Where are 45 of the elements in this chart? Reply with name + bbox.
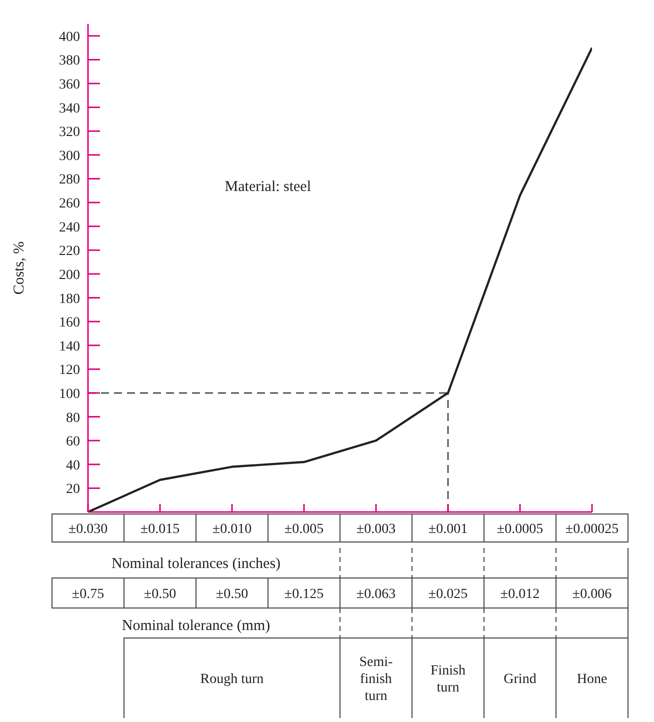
text: ±0.125 <box>284 587 324 602</box>
y-tick-label: 340 <box>59 101 80 116</box>
y-tick-label: 80 <box>66 410 80 426</box>
text: ±0.50 <box>216 587 248 602</box>
x-axis-title: Nominal tolerances (inches) <box>111 556 281 572</box>
text: ±0.50 <box>144 587 176 602</box>
text: Rough turn <box>200 672 264 687</box>
y-tick-label: 280 <box>59 172 80 188</box>
x-tick-label: ±0.00025 <box>565 522 619 537</box>
y-tick-label: 220 <box>59 244 80 260</box>
text: Hone <box>576 672 608 687</box>
text: ±0.012 <box>500 587 540 602</box>
y-tick-label: 180 <box>59 292 80 307</box>
y-axis-title: Costs, % <box>11 241 28 295</box>
text: Nominal tolerance (mm) <box>122 618 270 634</box>
y-tick-label: 380 <box>59 54 80 69</box>
y-tick-label: 140 <box>59 339 80 354</box>
text: ±0.063 <box>356 587 396 602</box>
y-tick-label: 160 <box>59 316 80 331</box>
x-tick-label: ±0.0005 <box>496 522 544 537</box>
y-tick-label: 400 <box>59 30 80 45</box>
y-tick-label: 20 <box>66 482 80 498</box>
y-tick-label: 60 <box>66 434 80 450</box>
text: Grind <box>504 672 536 687</box>
y-tick-label: 200 <box>59 268 80 283</box>
y-tick-label: 320 <box>59 125 80 140</box>
x-tick-label: ±0.010 <box>212 522 252 537</box>
text: Finish turn <box>430 664 466 696</box>
y-tick-label: 360 <box>59 78 80 93</box>
y-tick-label: 100 <box>59 386 80 402</box>
y-tick-label: 300 <box>59 148 80 164</box>
text: ±0.006 <box>572 587 612 602</box>
text: ±0.025 <box>428 587 468 602</box>
x-tick-label: ±0.005 <box>284 522 324 537</box>
y-tick-label: 40 <box>66 458 80 474</box>
y-tick-label: 120 <box>59 363 80 378</box>
x-tick-label: ±0.030 <box>68 522 108 537</box>
y-tick-label: 240 <box>59 220 80 236</box>
y-tick-label: 260 <box>59 196 80 212</box>
annotation: Material: steel <box>224 178 312 196</box>
x-tick-label: ±0.015 <box>140 522 180 537</box>
text: Semi-finish turn <box>359 655 394 704</box>
x-tick-label: ±0.001 <box>428 522 468 537</box>
text: ±0.75 <box>72 587 104 602</box>
x-tick-label: ±0.003 <box>356 522 396 537</box>
